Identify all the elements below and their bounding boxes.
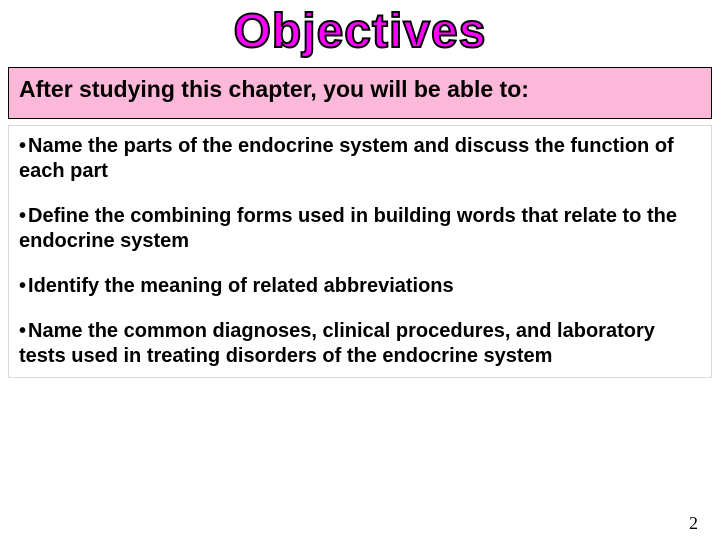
bullet-mark-icon: • — [19, 204, 26, 229]
bullet-item: •Define the combining forms used in buil… — [19, 204, 701, 254]
bullet-mark-icon: • — [19, 319, 26, 344]
bullet-item: •Name the common diagnoses, clinical pro… — [19, 319, 701, 369]
bullet-text: Name the parts of the endocrine system a… — [19, 135, 674, 182]
bullet-item: •Identify the meaning of related abbrevi… — [19, 274, 701, 299]
slide-title: Objectives — [0, 0, 720, 67]
bullet-mark-icon: • — [19, 274, 26, 299]
bullet-mark-icon: • — [19, 134, 26, 159]
page-number: 2 — [689, 513, 698, 534]
intro-box: After studying this chapter, you will be… — [8, 67, 712, 119]
intro-text: After studying this chapter, you will be… — [19, 76, 701, 104]
bullet-text: Define the combining forms used in build… — [19, 205, 677, 252]
bullet-text: Name the common diagnoses, clinical proc… — [19, 320, 655, 367]
bullet-item: •Name the parts of the endocrine system … — [19, 134, 701, 184]
bullets-box: •Name the parts of the endocrine system … — [8, 125, 712, 378]
bullet-text: Identify the meaning of related abbrevia… — [28, 275, 454, 297]
